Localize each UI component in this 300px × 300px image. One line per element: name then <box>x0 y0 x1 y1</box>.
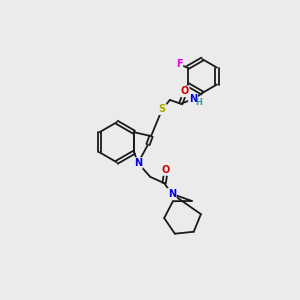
Text: S: S <box>159 104 166 114</box>
Text: F: F <box>176 59 182 70</box>
Text: N: N <box>168 189 176 199</box>
Text: N: N <box>189 94 197 104</box>
Text: O: O <box>162 165 170 175</box>
Text: O: O <box>180 86 189 96</box>
Text: H: H <box>195 98 202 107</box>
Text: N: N <box>134 158 142 168</box>
